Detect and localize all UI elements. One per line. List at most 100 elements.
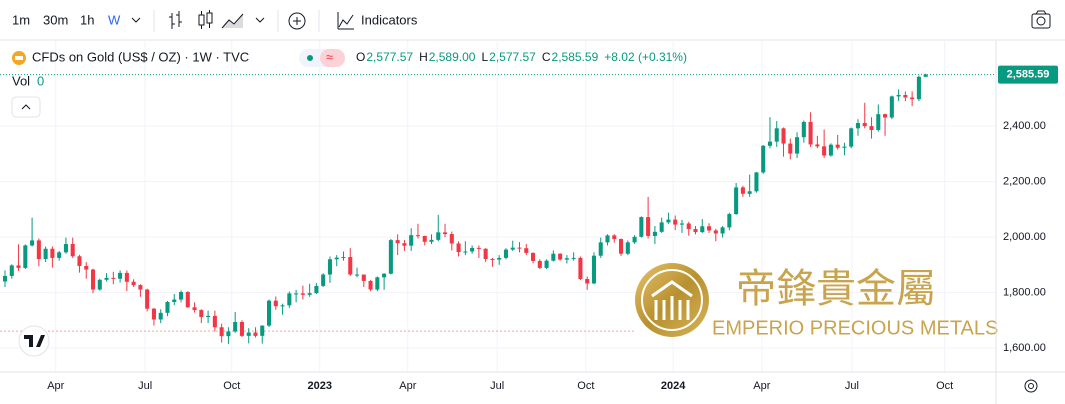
- candle-body: [537, 260, 542, 268]
- x-tick-label: Oct: [223, 380, 240, 392]
- candle-body: [531, 252, 536, 261]
- candle-body: [185, 292, 190, 308]
- candle-body: [808, 121, 813, 145]
- chart-type-bars[interactable]: [169, 11, 182, 29]
- candle-body: [2, 275, 8, 282]
- candle-body: [896, 95, 901, 97]
- candle-body: [368, 280, 373, 290]
- candle-body: [253, 332, 258, 336]
- candle-body: [84, 265, 89, 270]
- candle-body: [503, 249, 508, 258]
- chart-type-area[interactable]: [221, 13, 244, 29]
- candle-body: [334, 257, 339, 260]
- candle-body: [436, 232, 441, 240]
- candle-body: [558, 253, 563, 260]
- candle-body: [666, 219, 671, 223]
- candle-body: [883, 114, 888, 118]
- x-tick-label: Jul: [845, 380, 859, 392]
- candle-body: [510, 247, 515, 250]
- toolbar: 1m 30m 1h W Indicators: [0, 10, 1065, 41]
- candle-body: [138, 285, 143, 290]
- candle-body: [916, 76, 921, 100]
- x-tick-label: Apr: [753, 380, 770, 392]
- candle-body: [118, 272, 123, 279]
- candle-body: [16, 265, 21, 268]
- candle-body: [869, 126, 874, 130]
- candle-body: [97, 279, 102, 290]
- candle-body: [361, 274, 366, 281]
- candle-body: [591, 255, 596, 284]
- candle-body: [842, 146, 847, 148]
- candle-body: [354, 274, 360, 276]
- last-price-badge: [998, 65, 1058, 84]
- candle-body: [849, 128, 854, 147]
- candle-body: [679, 223, 685, 225]
- candle-body: [23, 245, 28, 268]
- candle-body: [470, 247, 475, 252]
- interval-button[interactable]: 1m: [12, 12, 30, 27]
- candle-body: [720, 227, 725, 234]
- candle-body: [598, 242, 603, 256]
- x-tick-label: Jul: [138, 380, 152, 392]
- candle-body: [876, 114, 881, 130]
- candle-body: [239, 321, 244, 336]
- candle-body: [294, 293, 299, 295]
- symbol-title: CFDs on Gold (US$ / OZ) · 1W · TVC: [32, 49, 249, 64]
- candle-body: [734, 187, 739, 215]
- last-price-label: 2,585.59: [1007, 69, 1050, 81]
- candle-body: [246, 332, 251, 336]
- candle-body: [625, 242, 630, 254]
- candle-body: [903, 95, 908, 98]
- candle-body: [233, 321, 238, 332]
- candle-body: [707, 226, 712, 231]
- candle-body: [788, 143, 793, 154]
- candle-body: [476, 247, 481, 249]
- delay-badge: [320, 49, 345, 67]
- ohlc-key: L: [481, 50, 488, 64]
- candle-body: [483, 248, 488, 260]
- candle-body: [104, 277, 109, 280]
- watermark-logo-mark: [651, 280, 693, 320]
- settings-button[interactable]: [1024, 379, 1038, 393]
- tv-logo-mark: [24, 335, 45, 347]
- candle-body: [795, 137, 800, 154]
- interval-button[interactable]: 1h: [80, 12, 94, 27]
- x-tick-label: Apr: [399, 380, 416, 392]
- candle-body: [910, 97, 915, 100]
- change: +8.02 (+0.31%): [604, 50, 687, 64]
- collapse-button[interactable]: [11, 96, 41, 118]
- candle-body: [463, 251, 468, 253]
- ohlc-value: 2,577.57: [366, 50, 413, 64]
- interval-button[interactable]: 30m: [43, 12, 68, 27]
- candle-body: [605, 235, 610, 243]
- interval-button[interactable]: W: [108, 12, 121, 27]
- ohlc-key: O: [356, 50, 365, 64]
- candle-body: [767, 141, 773, 146]
- candle-body: [124, 272, 129, 282]
- compare-button[interactable]: [288, 12, 306, 30]
- candle-body: [855, 123, 861, 129]
- indicators-button[interactable]: Indicators: [361, 12, 418, 27]
- candle-body: [145, 289, 150, 309]
- watermark-logo-ring: [641, 269, 703, 331]
- candle-body: [57, 252, 62, 258]
- candle-body: [551, 253, 556, 261]
- screenshot-button[interactable]: [1031, 10, 1051, 29]
- candle-body: [43, 248, 48, 260]
- candle-body: [517, 247, 522, 249]
- indicators-icon[interactable]: [337, 12, 354, 30]
- y-tick-label: 2,200.00: [1003, 175, 1046, 187]
- chevron[interactable]: [255, 17, 265, 23]
- chart-type-candles[interactable]: [198, 10, 213, 29]
- candle-body: [395, 240, 400, 244]
- candle-body: [571, 257, 576, 259]
- chevron[interactable]: [131, 17, 141, 23]
- candle-body: [429, 239, 434, 242]
- candle-body: [564, 258, 569, 260]
- candle-body: [260, 325, 265, 336]
- candle-body: [280, 305, 285, 307]
- candle-body: [456, 243, 461, 253]
- candle-body: [659, 222, 664, 232]
- candle-body: [219, 327, 224, 337]
